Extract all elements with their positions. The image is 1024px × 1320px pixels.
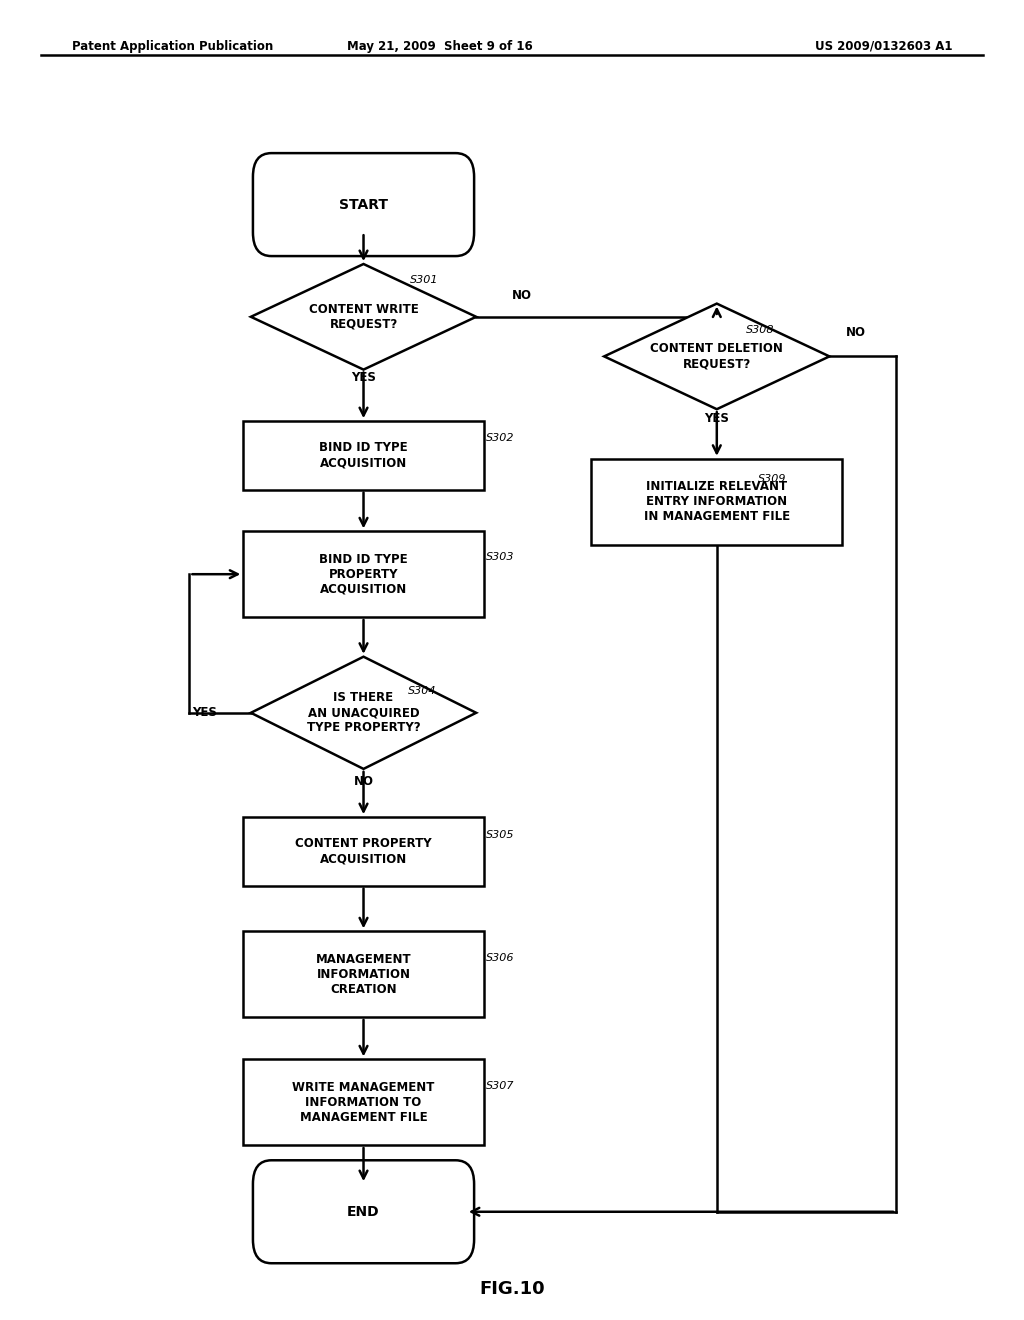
Polygon shape <box>604 304 829 409</box>
Bar <box>244 932 483 1016</box>
Text: Patent Application Publication: Patent Application Publication <box>72 40 273 53</box>
Text: S302: S302 <box>486 433 515 444</box>
Text: FIG.10: FIG.10 <box>479 1279 545 1298</box>
Text: S303: S303 <box>486 552 515 562</box>
Polygon shape <box>251 656 476 768</box>
Text: NO: NO <box>512 289 532 302</box>
Text: START: START <box>339 198 388 211</box>
Text: S301: S301 <box>410 275 438 285</box>
Bar <box>244 1059 483 1144</box>
FancyBboxPatch shape <box>253 1160 474 1263</box>
Text: BIND ID TYPE
PROPERTY
ACQUISITION: BIND ID TYPE PROPERTY ACQUISITION <box>319 553 408 595</box>
Text: CONTENT DELETION
REQUEST?: CONTENT DELETION REQUEST? <box>650 342 783 371</box>
Text: S304: S304 <box>408 686 436 697</box>
Bar <box>244 421 483 490</box>
Text: S307: S307 <box>486 1081 515 1092</box>
Text: INITIALIZE RELEVANT
ENTRY INFORMATION
IN MANAGEMENT FILE: INITIALIZE RELEVANT ENTRY INFORMATION IN… <box>644 480 790 523</box>
Text: WRITE MANAGEMENT
INFORMATION TO
MANAGEMENT FILE: WRITE MANAGEMENT INFORMATION TO MANAGEME… <box>292 1081 435 1123</box>
Text: MANAGEMENT
INFORMATION
CREATION: MANAGEMENT INFORMATION CREATION <box>315 953 412 995</box>
Text: IS THERE
AN UNACQUIRED
TYPE PROPERTY?: IS THERE AN UNACQUIRED TYPE PROPERTY? <box>307 692 420 734</box>
Bar <box>591 458 842 544</box>
Bar <box>244 817 483 886</box>
Text: S306: S306 <box>486 953 515 964</box>
Text: S308: S308 <box>745 325 774 335</box>
Bar <box>244 532 483 618</box>
Text: YES: YES <box>705 412 729 425</box>
Text: S305: S305 <box>486 830 515 841</box>
Polygon shape <box>251 264 476 370</box>
Text: YES: YES <box>351 371 376 384</box>
Text: NO: NO <box>353 775 374 788</box>
Text: BIND ID TYPE
ACQUISITION: BIND ID TYPE ACQUISITION <box>319 441 408 470</box>
Text: US 2009/0132603 A1: US 2009/0132603 A1 <box>815 40 952 53</box>
Text: END: END <box>347 1205 380 1218</box>
FancyBboxPatch shape <box>253 153 474 256</box>
Text: NO: NO <box>846 326 866 339</box>
Text: CONTENT WRITE
REQUEST?: CONTENT WRITE REQUEST? <box>308 302 419 331</box>
Text: S309: S309 <box>758 474 786 484</box>
Text: YES: YES <box>193 706 217 719</box>
Text: May 21, 2009  Sheet 9 of 16: May 21, 2009 Sheet 9 of 16 <box>347 40 534 53</box>
Text: CONTENT PROPERTY
ACQUISITION: CONTENT PROPERTY ACQUISITION <box>295 837 432 866</box>
